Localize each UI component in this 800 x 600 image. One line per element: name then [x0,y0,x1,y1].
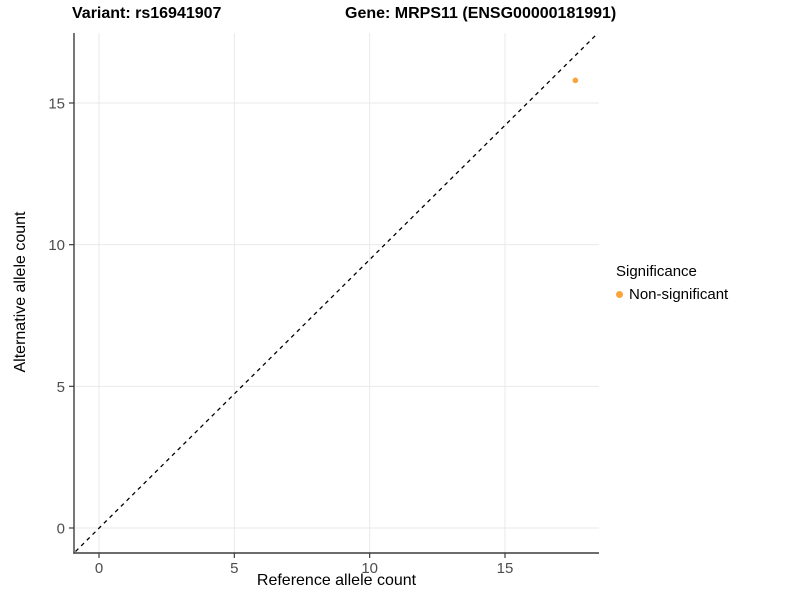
y-tick-label: 0 [57,521,65,538]
gene-title: Gene: MRPS11 (ENSG00000181991) [345,5,617,22]
legend-item-label: Non-significant [629,286,729,303]
y-axis-title: Alternative allele count [12,211,29,373]
x-tick-label: 5 [230,560,238,577]
x-tick-label: 0 [95,560,103,577]
legend: Significance Non-significant [616,262,728,303]
data-point [572,77,579,84]
variant-title: Variant: rs16941907 [72,5,222,22]
y-tick-label: 10 [48,237,65,254]
y-tick-label: 15 [48,96,65,113]
x-tick-label: 15 [497,560,514,577]
x-axis-title: Reference allele count [256,572,417,589]
identity-dashed-line [75,33,598,552]
legend-item-non-significant: Non-significant [616,286,728,303]
legend-title: Significance [616,263,697,280]
legend-point-icon [616,291,623,298]
x-tick-label: 10 [361,560,378,577]
y-tick-label: 5 [57,379,65,396]
